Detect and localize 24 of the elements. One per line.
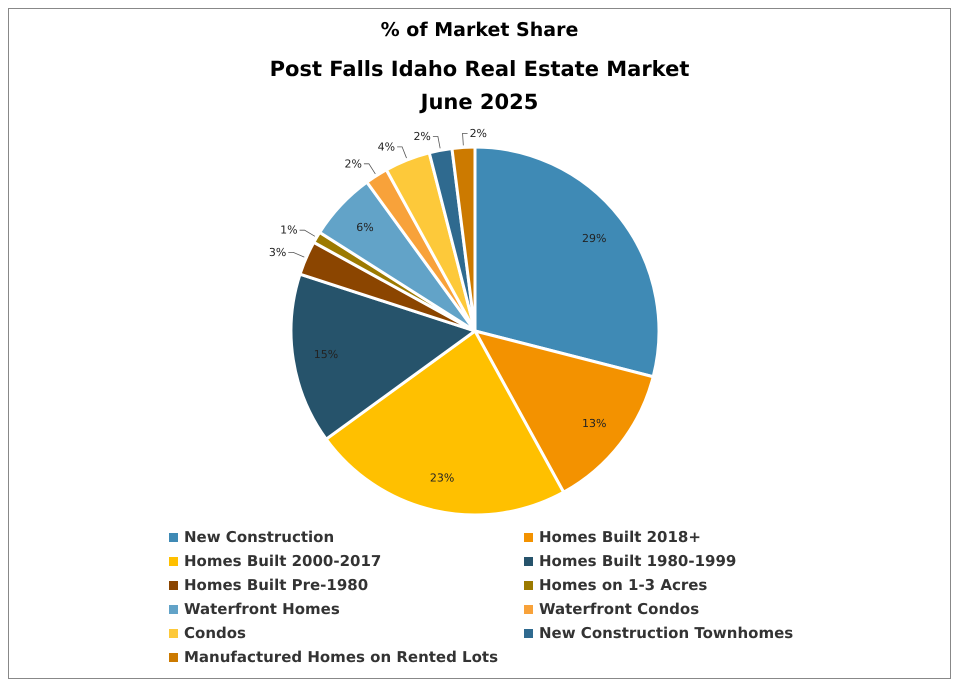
chart-subtitle: Post Falls Idaho Real Estate Market June 2025 (268, 56, 690, 116)
data-label: 2% (344, 157, 362, 170)
legend-label: New Construction (184, 528, 334, 546)
legend-label: Waterfront Homes (184, 600, 340, 618)
legend-label: Condos (184, 624, 246, 642)
data-label: 2% (413, 130, 431, 144)
chart-title: % of Market Share (380, 19, 580, 41)
data-label: 2% (470, 126, 488, 140)
legend-label: Homes Built 2000-2017 (184, 552, 382, 570)
legend-label: Homes Built 1980-1999 (539, 552, 736, 570)
legend-label: New Construction Townhomes (539, 624, 794, 642)
data-label: 29% (582, 232, 606, 246)
legend-label: Homes on 1-3 Acres (539, 576, 708, 594)
legend-label: Manufactured Homes on Rented Lots (184, 648, 498, 666)
data-label: 23% (430, 472, 454, 485)
data-label: 1% (280, 224, 298, 237)
legend-label: Homes Built 2018+ (539, 528, 701, 546)
data-label: 4% (378, 140, 396, 154)
data-label: 3% (268, 246, 286, 259)
legend-label: Waterfront Condos (539, 600, 700, 618)
legend-label: Homes Built Pre-1980 (184, 576, 368, 594)
data-label: 6% (356, 221, 374, 234)
data-label: 15% (314, 348, 338, 362)
data-label: 13% (582, 416, 606, 430)
